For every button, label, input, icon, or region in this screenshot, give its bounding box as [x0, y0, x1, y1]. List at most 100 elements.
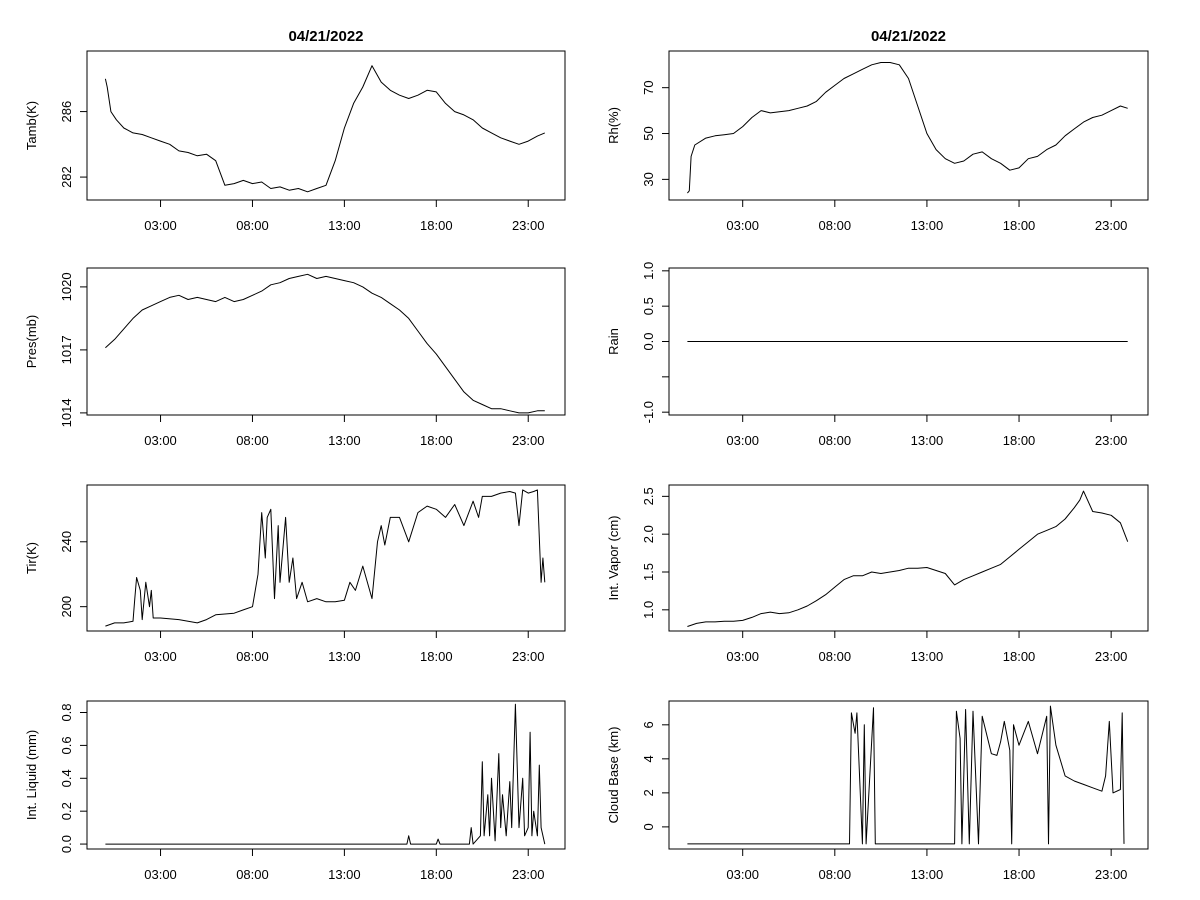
- y-axis-label: Tir(K): [24, 542, 39, 574]
- y-tick-label: 1014: [59, 398, 74, 427]
- x-tick-label: 13:00: [328, 433, 361, 448]
- y-tick-label: 200: [59, 596, 74, 618]
- y-axis-label: Pres(mb): [24, 315, 39, 368]
- panel-0: 04/21/2022 03:00 08:00 13:00 18:00 23:00 282 28…: [24, 28, 566, 233]
- x-tick-label: 18:00: [420, 867, 453, 882]
- x-tick-label: 13:00: [328, 867, 361, 882]
- y-tick-label: 240: [59, 531, 74, 553]
- x-tick-label: 08:00: [819, 218, 852, 233]
- x-tick-label: 23:00: [1095, 867, 1128, 882]
- y-tick-label: 0.6: [59, 736, 74, 754]
- y-axis-label: Rh(%): [606, 107, 621, 144]
- x-tick-label: 13:00: [328, 649, 361, 664]
- x-tick-label: 23:00: [1095, 649, 1128, 664]
- x-tick-label: 03:00: [726, 649, 759, 664]
- panel-7: 03:00 08:00 13:00 18:00 23:00 0 2 4 6 Cloud Base …: [606, 700, 1149, 882]
- x-tick-label: 18:00: [420, 218, 453, 233]
- y-axis-label: Int. Liquid (mm): [24, 730, 39, 820]
- series-line: [105, 703, 546, 845]
- y-tick-label: 2: [641, 789, 656, 796]
- x-tick-label: 13:00: [911, 433, 944, 448]
- x-tick-label: 23:00: [512, 218, 545, 233]
- x-tick-label: 13:00: [911, 649, 944, 664]
- y-tick-label: 1017: [59, 335, 74, 364]
- y-axis-label: Cloud Base (km): [606, 727, 621, 824]
- series-line: [104, 65, 545, 193]
- x-tick-label: 08:00: [819, 433, 852, 448]
- x-tick-label: 03:00: [726, 218, 759, 233]
- x-tick-label: 18:00: [1003, 218, 1036, 233]
- y-tick-label: 4: [641, 755, 656, 762]
- y-tick-label: 6: [641, 721, 656, 728]
- x-tick-label: 03:00: [144, 867, 177, 882]
- x-tick-label: 08:00: [236, 433, 269, 448]
- y-tick-label: 2.5: [641, 487, 656, 505]
- x-tick-label: 23:00: [512, 867, 545, 882]
- y-tick-label: 286: [59, 101, 74, 123]
- series-line: [687, 62, 1128, 194]
- x-tick-label: 23:00: [512, 649, 545, 664]
- x-tick-label: 03:00: [144, 218, 177, 233]
- panel-3: 03:00 08:00 13:00 18:00 23:00 -1.0 0.0 0.5 1.0 Ra…: [606, 262, 1149, 448]
- panel-6: 03:00 08:00 13:00 18:00 23:00 0.0 0.2 0.4 0.6 0.8…: [24, 700, 566, 882]
- x-tick-label: 13:00: [911, 218, 944, 233]
- y-axis-label: Int. Vapor (cm): [606, 515, 621, 600]
- y-tick-label: 1.0: [641, 601, 656, 619]
- y-tick-label: 0.0: [59, 835, 74, 853]
- panel-title: 04/21/2022: [288, 28, 363, 45]
- x-tick-label: 18:00: [1003, 649, 1036, 664]
- plot-frame: [86, 700, 566, 850]
- series-line: [687, 705, 1125, 845]
- x-tick-label: 23:00: [1095, 218, 1128, 233]
- y-tick-label: 2.0: [641, 525, 656, 543]
- x-tick-label: 23:00: [512, 433, 545, 448]
- y-tick-label: 30: [641, 172, 656, 186]
- x-tick-label: 08:00: [236, 649, 269, 664]
- plot-frame: [86, 50, 566, 201]
- x-tick-label: 18:00: [420, 433, 453, 448]
- panel-title: 04/21/2022: [871, 28, 946, 45]
- x-tick-label: 13:00: [911, 867, 944, 882]
- x-tick-label: 23:00: [1095, 433, 1128, 448]
- y-tick-label: 70: [641, 80, 656, 94]
- plot-frame: [668, 700, 1149, 850]
- x-tick-label: 08:00: [819, 867, 852, 882]
- y-tick-label: 1020: [59, 272, 74, 301]
- x-tick-label: 03:00: [144, 649, 177, 664]
- panel-1: 04/21/2022 03:00 08:00 13:00 18:00 23:00 30 50 7…: [606, 28, 1149, 233]
- y-tick-label: 0.8: [59, 703, 74, 721]
- y-axis-label: Tamb(K): [24, 101, 39, 150]
- x-tick-label: 13:00: [328, 218, 361, 233]
- panel-5: 03:00 08:00 13:00 18:00 23:00 1.0 1.5 2.0 2.5 Int…: [606, 484, 1149, 664]
- y-tick-label: 0.2: [59, 802, 74, 820]
- panel-4: 03:00 08:00 13:00 18:00 23:00 200 240 Tir(K): [24, 484, 566, 664]
- x-tick-label: 08:00: [236, 218, 269, 233]
- x-tick-label: 08:00: [819, 649, 852, 664]
- x-tick-label: 08:00: [236, 867, 269, 882]
- x-tick-label: 03:00: [726, 867, 759, 882]
- y-tick-label: 0.0: [641, 332, 656, 350]
- y-tick-label: 0.5: [641, 297, 656, 315]
- x-tick-label: 03:00: [144, 433, 177, 448]
- y-tick-label: -1.0: [641, 401, 656, 423]
- series-line: [105, 273, 545, 414]
- plot-frame: [86, 484, 566, 632]
- y-tick-label: 1.5: [641, 563, 656, 581]
- x-tick-label: 18:00: [1003, 433, 1036, 448]
- x-tick-label: 03:00: [726, 433, 759, 448]
- panel-2: 03:00 08:00 13:00 18:00 23:00 1014 1017 1020 Pre…: [24, 267, 566, 448]
- y-tick-label: 1.0: [641, 262, 656, 280]
- plot-frame: [86, 267, 566, 416]
- x-tick-label: 18:00: [1003, 867, 1036, 882]
- series-line: [687, 490, 1129, 627]
- plot-frame: [668, 50, 1149, 201]
- y-tick-label: 0: [641, 823, 656, 830]
- y-tick-label: 0.4: [59, 769, 74, 787]
- y-tick-label: 282: [59, 166, 74, 188]
- y-axis-label: Rain: [606, 328, 621, 355]
- plot-frame: [668, 484, 1149, 632]
- y-tick-label: 50: [641, 126, 656, 140]
- series-line: [105, 489, 546, 627]
- x-tick-label: 18:00: [420, 649, 453, 664]
